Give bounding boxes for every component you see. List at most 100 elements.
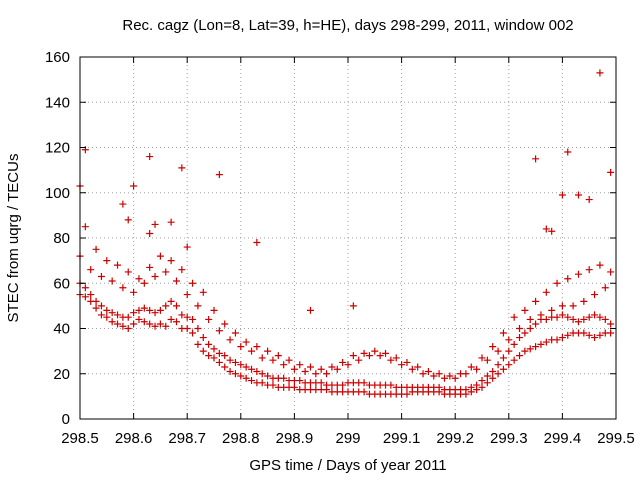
data-point [183, 313, 191, 321]
data-point [215, 349, 223, 357]
data-point [280, 374, 288, 382]
data-point [403, 390, 411, 398]
data-point [585, 196, 593, 204]
data-point [172, 277, 180, 285]
data-point [591, 311, 599, 319]
data-point [435, 370, 443, 378]
data-point [473, 381, 481, 389]
data-point [499, 329, 507, 337]
data-point [387, 356, 395, 364]
axis-ticks [79, 56, 617, 420]
data-point [124, 216, 132, 224]
data-point [81, 293, 89, 301]
data-point [382, 349, 390, 357]
data-point [430, 372, 438, 380]
data-point [205, 315, 213, 323]
data-point [172, 318, 180, 326]
data-point [92, 245, 100, 253]
data-point [167, 257, 175, 265]
data-point [242, 363, 250, 371]
data-point [172, 302, 180, 310]
data-point [237, 361, 245, 369]
data-point [140, 279, 148, 287]
data-point [521, 347, 529, 355]
data-point [146, 263, 154, 271]
data-point [178, 311, 186, 319]
data-point [596, 69, 604, 77]
data-point [574, 318, 582, 326]
data-point [248, 377, 256, 385]
data-point [489, 367, 497, 375]
data-point [558, 311, 566, 319]
data-point [585, 313, 593, 321]
data-point [140, 304, 148, 312]
data-point [269, 381, 277, 389]
data-point [564, 331, 572, 339]
data-point [280, 361, 288, 369]
data-point [553, 279, 561, 287]
data-point [97, 302, 105, 310]
data-point [526, 345, 534, 353]
data-point [189, 315, 197, 323]
data-point [607, 268, 615, 276]
data-point [591, 291, 599, 299]
x-tick-label: 299.2 [436, 430, 474, 447]
data-point [178, 266, 186, 274]
data-point [97, 272, 105, 280]
data-point [532, 343, 540, 351]
x-tick-label: 298.8 [222, 430, 260, 447]
data-point [151, 322, 159, 330]
data-point [92, 297, 100, 305]
data-point [483, 372, 491, 380]
data-point [253, 367, 261, 375]
data-point [532, 297, 540, 305]
data-point [119, 322, 127, 330]
data-point [564, 148, 572, 156]
y-tick-label: 140 [45, 94, 70, 111]
data-point [162, 302, 170, 310]
data-point [580, 297, 588, 305]
data-point [199, 334, 207, 342]
data-point [419, 370, 427, 378]
data-point [585, 266, 593, 274]
data-point [253, 239, 261, 247]
data-point [607, 320, 615, 328]
data-point [473, 365, 481, 373]
data-point [585, 331, 593, 339]
data-point [558, 334, 566, 342]
data-point [542, 315, 550, 323]
data-point [205, 340, 213, 348]
data-point [371, 347, 379, 355]
data-point [199, 288, 207, 296]
data-point [130, 309, 138, 317]
y-tick-label: 60 [53, 275, 70, 292]
data-point [167, 315, 175, 323]
data-point [521, 306, 529, 314]
data-point [210, 345, 218, 353]
data-point [301, 367, 309, 375]
data-point [499, 365, 507, 373]
data-point [537, 340, 545, 348]
data-point [215, 358, 223, 366]
data-point [601, 284, 609, 292]
y-axis-label: STEC from uqrg / TECUs [5, 154, 22, 323]
data-point [467, 363, 475, 371]
data-point [130, 320, 138, 328]
y-tick-label: 100 [45, 185, 70, 202]
data-point [264, 372, 272, 380]
data-point [167, 218, 175, 226]
data-point [146, 229, 154, 237]
data-point [360, 349, 368, 357]
data-point [194, 302, 202, 310]
data-point [146, 153, 154, 161]
data-point [489, 374, 497, 382]
data-point [505, 361, 513, 369]
data-point [344, 361, 352, 369]
data-point [183, 291, 191, 299]
data-point [81, 223, 89, 231]
data-point [151, 220, 159, 228]
data-point [574, 270, 582, 278]
data-point [119, 284, 127, 292]
data-points [76, 69, 615, 398]
